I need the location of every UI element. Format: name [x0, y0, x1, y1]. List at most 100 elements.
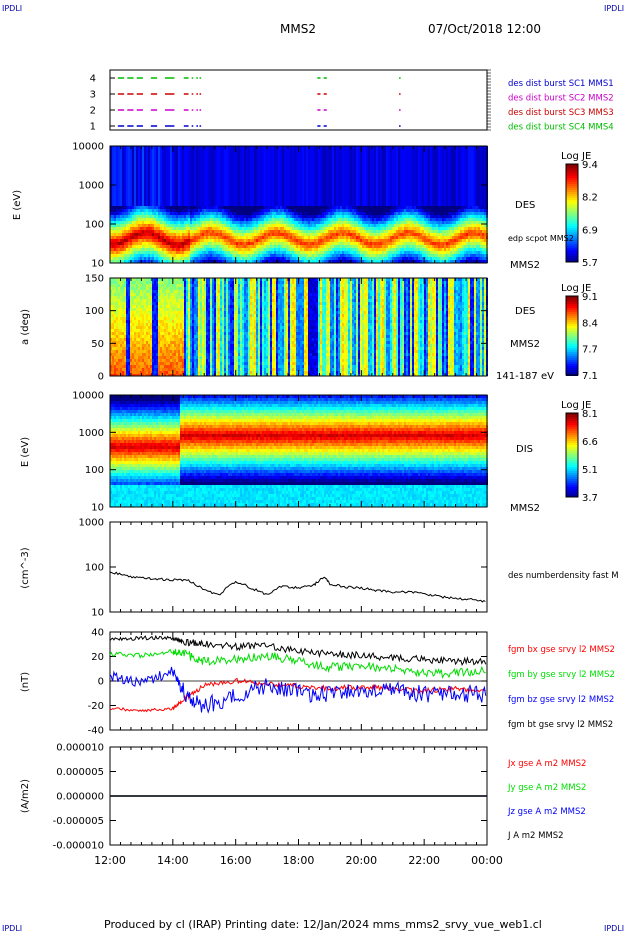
panel-label: edp scpot MMS2 — [508, 234, 574, 243]
density-line — [109, 571, 486, 603]
y-tick-label: 10 — [91, 259, 104, 270]
series-label: fgm by gse srvy l2 MMS2 — [508, 670, 615, 680]
y-axis-label: E (eV) — [12, 190, 23, 220]
colorbar-tick-label: 3.7 — [582, 493, 598, 504]
series-label: fgm bz gse srvy l2 MMS2 — [508, 695, 614, 705]
y-tick-label: 1000 — [79, 518, 104, 529]
colorbar-frame — [565, 412, 579, 498]
y-tick-label: 1000 — [79, 181, 104, 192]
y-tick-label: 20 — [91, 652, 104, 663]
panel-frame-1 — [109, 69, 488, 131]
corner-label-top-left: IPDLI — [2, 4, 22, 13]
series-label: fgm bt gse srvy l2 MMS2 — [508, 720, 613, 730]
colorbar-tick-label: 5.7 — [582, 258, 598, 269]
x-tick-label: 14:00 — [157, 854, 189, 867]
panel-label: DIS — [516, 444, 533, 455]
colorbar-tick-label: 7.7 — [582, 345, 598, 356]
y-tick-label: -0.000010 — [53, 841, 104, 852]
y-tick-label: 4 — [90, 74, 96, 85]
corner-label-bottom-left: IPDLI — [2, 924, 22, 933]
y-tick-label: 100 — [85, 306, 104, 317]
y-tick-label: 10 — [91, 608, 104, 619]
colorbar-tick-label: 8.1 — [582, 409, 598, 420]
field-line-2 — [109, 648, 486, 680]
burst-legend-label: des dist burst SC4 MMS4 — [508, 123, 614, 133]
colorbar-tick-label: 8.4 — [582, 318, 598, 329]
y-tick-label: 2 — [90, 106, 96, 117]
y-tick-label: 0.000000 — [56, 792, 104, 803]
y-tick-label: 0.000005 — [56, 767, 104, 778]
panel-label: MMS2 — [510, 339, 540, 350]
y-axis-label: (A/m2) — [20, 779, 31, 813]
y-tick-label: 0.000010 — [56, 743, 104, 754]
colorbar-title: Log JE — [561, 400, 591, 411]
corner-label-bottom-right: IPDLI — [604, 924, 624, 933]
panel-label: DES — [515, 306, 535, 317]
panel-label: MMS2 — [510, 260, 540, 271]
heatmap-cells-2 — [110, 146, 488, 263]
heatmap-cells-3 — [110, 278, 488, 376]
y-axis-label: (cm^-3) — [20, 547, 31, 588]
footer-text: Produced by cl (IRAP) Printing date: 12/… — [104, 918, 542, 931]
y-tick-label: -40 — [88, 726, 104, 737]
y-tick-label: 3 — [90, 90, 96, 101]
plot-datetime: 07/Oct/2018 12:00 — [428, 22, 541, 36]
y-tick-label: 100 — [85, 563, 104, 574]
x-tick-label: 22:00 — [408, 854, 440, 867]
panel-label: MMS2 — [510, 503, 540, 514]
colorbar-tick-label: 9.4 — [582, 160, 598, 171]
burst-legend-label: des dist burst SC3 MMS3 — [508, 108, 614, 118]
x-tick-label: 12:00 — [94, 854, 126, 867]
colorbar-title: Log JE — [561, 283, 591, 294]
y-axis-label: E (eV) — [20, 437, 31, 467]
heatmap-cells-4 — [110, 395, 488, 507]
plot-title: MMS2 — [280, 22, 316, 36]
y-tick-label: 1 — [90, 122, 96, 133]
y-tick-label: 10 — [91, 503, 104, 514]
series-label: Jy gse A m2 MMS2 — [507, 783, 586, 793]
burst-legend-label: des dist burst SC1 MMS1 — [508, 79, 614, 89]
colorbar-title: Log JE — [561, 151, 591, 162]
y-tick-label: 10000 — [72, 142, 104, 153]
y-axis-label: a (deg) — [20, 309, 31, 345]
colorbar-frame — [565, 295, 579, 376]
colorbar-tick-label: 5.1 — [582, 465, 598, 476]
colorbar-frame — [565, 163, 579, 263]
x-tick-label: 18:00 — [283, 854, 315, 867]
colorbar-3 — [566, 296, 578, 376]
colorbar-tick-label: 6.9 — [582, 225, 598, 236]
series-label: J A m2 MMS2 — [507, 831, 564, 841]
panel-label: DES — [515, 200, 535, 211]
burst-legend-label: des dist burst SC2 MMS2 — [508, 94, 614, 104]
y-tick-label: 1000 — [79, 428, 104, 439]
y-axis-label: (nT) — [20, 672, 31, 692]
panel-label: 141-187 eV — [496, 371, 554, 382]
series-label: Jx gse A m2 MMS2 — [507, 759, 586, 769]
colorbar-4 — [566, 413, 578, 497]
x-tick-label: 16:00 — [220, 854, 252, 867]
field-line-4 — [109, 634, 487, 667]
y-tick-label: 0 — [98, 372, 104, 383]
y-tick-label: 100 — [85, 220, 104, 231]
colorbar-tick-label: 9.1 — [582, 292, 598, 303]
x-tick-label: 20:00 — [345, 854, 377, 867]
y-tick-label: 40 — [91, 628, 104, 639]
field-line-3 — [109, 666, 487, 714]
y-tick-label: -20 — [88, 701, 104, 712]
colorbar-2 — [566, 164, 578, 262]
y-tick-label: 0 — [98, 677, 104, 688]
y-tick-label: 50 — [91, 339, 104, 350]
y-tick-label: 10000 — [72, 391, 104, 402]
colorbar-tick-label: 8.2 — [582, 193, 598, 204]
colorbar-tick-label: 6.6 — [582, 437, 598, 448]
corner-label-top-right: IPDLI — [604, 4, 624, 13]
x-tick-label: 00:00 — [471, 854, 503, 867]
y-tick-label: -0.000005 — [53, 816, 104, 827]
y-tick-label: 150 — [85, 274, 104, 285]
series-label: des numberdensity fast M — [508, 571, 619, 581]
series-label: Jz gse A m2 MMS2 — [507, 807, 586, 817]
y-tick-label: 100 — [85, 465, 104, 476]
colorbar-tick-label: 7.1 — [582, 371, 598, 382]
series-label: fgm bx gse srvy l2 MMS2 — [508, 645, 615, 655]
